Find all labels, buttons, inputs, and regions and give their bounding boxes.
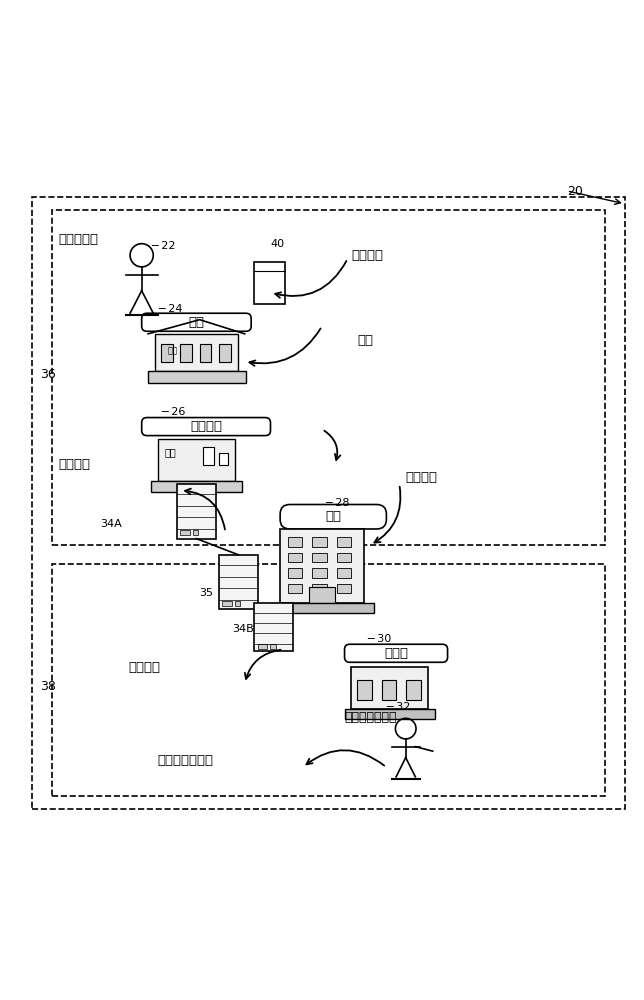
FancyBboxPatch shape	[222, 601, 232, 606]
FancyBboxPatch shape	[288, 537, 302, 547]
FancyBboxPatch shape	[288, 568, 302, 578]
FancyBboxPatch shape	[270, 644, 276, 649]
Text: 34A: 34A	[100, 519, 122, 529]
FancyBboxPatch shape	[288, 584, 302, 593]
Text: 网络: 网络	[326, 510, 341, 523]
Text: ─ 30: ─ 30	[367, 634, 392, 644]
FancyBboxPatch shape	[312, 537, 327, 547]
FancyBboxPatch shape	[357, 680, 372, 700]
Text: 交易提交: 交易提交	[406, 471, 438, 484]
FancyBboxPatch shape	[219, 344, 231, 362]
Text: 商家银行: 商家银行	[190, 420, 222, 433]
Text: ─ 28: ─ 28	[325, 498, 350, 508]
FancyBboxPatch shape	[200, 344, 211, 362]
FancyBboxPatch shape	[280, 505, 386, 529]
FancyBboxPatch shape	[312, 568, 327, 578]
Text: 账户持有人账户: 账户持有人账户	[345, 711, 397, 724]
Text: ─ 22: ─ 22	[151, 241, 176, 251]
FancyBboxPatch shape	[406, 680, 421, 700]
Text: 账户持有人: 账户持有人	[58, 233, 98, 246]
Text: 商家支付: 商家支付	[129, 661, 161, 674]
FancyBboxPatch shape	[312, 584, 327, 593]
FancyBboxPatch shape	[193, 530, 198, 535]
FancyBboxPatch shape	[235, 601, 240, 606]
Text: ─ 26: ─ 26	[161, 407, 185, 417]
Text: ─ 32: ─ 32	[386, 702, 411, 712]
FancyBboxPatch shape	[337, 537, 351, 547]
FancyBboxPatch shape	[142, 418, 270, 436]
FancyBboxPatch shape	[161, 344, 173, 362]
FancyBboxPatch shape	[345, 709, 435, 719]
FancyBboxPatch shape	[142, 313, 251, 331]
FancyBboxPatch shape	[337, 568, 351, 578]
FancyBboxPatch shape	[312, 553, 327, 562]
FancyBboxPatch shape	[382, 680, 396, 700]
FancyBboxPatch shape	[203, 447, 214, 465]
FancyBboxPatch shape	[158, 439, 235, 481]
FancyBboxPatch shape	[280, 529, 364, 603]
FancyBboxPatch shape	[148, 371, 246, 383]
FancyBboxPatch shape	[270, 603, 374, 613]
FancyBboxPatch shape	[180, 344, 192, 362]
FancyBboxPatch shape	[219, 555, 258, 609]
Text: 账户持有人支付: 账户持有人支付	[158, 754, 214, 767]
FancyBboxPatch shape	[177, 484, 216, 539]
Text: 认证: 认证	[357, 334, 374, 347]
Text: 商家: 商家	[189, 316, 204, 329]
Text: 20: 20	[567, 185, 583, 198]
FancyBboxPatch shape	[337, 553, 351, 562]
Text: 40: 40	[270, 239, 285, 249]
FancyBboxPatch shape	[309, 587, 335, 603]
Text: 34B: 34B	[232, 624, 254, 634]
Text: 发行方: 发行方	[384, 647, 408, 660]
FancyBboxPatch shape	[288, 553, 302, 562]
FancyBboxPatch shape	[351, 667, 428, 709]
FancyBboxPatch shape	[254, 603, 293, 651]
Text: 商家支付: 商家支付	[58, 458, 90, 471]
Text: 36: 36	[40, 368, 55, 381]
Text: 商家: 商家	[167, 346, 178, 355]
FancyBboxPatch shape	[219, 453, 228, 465]
FancyBboxPatch shape	[337, 584, 351, 593]
FancyBboxPatch shape	[155, 334, 238, 371]
FancyBboxPatch shape	[258, 644, 267, 649]
FancyBboxPatch shape	[180, 530, 190, 535]
Text: 38: 38	[40, 680, 56, 693]
FancyBboxPatch shape	[151, 481, 242, 492]
FancyBboxPatch shape	[345, 644, 448, 662]
FancyBboxPatch shape	[254, 262, 285, 304]
Text: 35: 35	[200, 588, 214, 598]
Text: ─ 24: ─ 24	[158, 304, 182, 314]
Text: 银行: 银行	[164, 447, 176, 457]
Text: 交易开始: 交易开始	[351, 249, 383, 262]
